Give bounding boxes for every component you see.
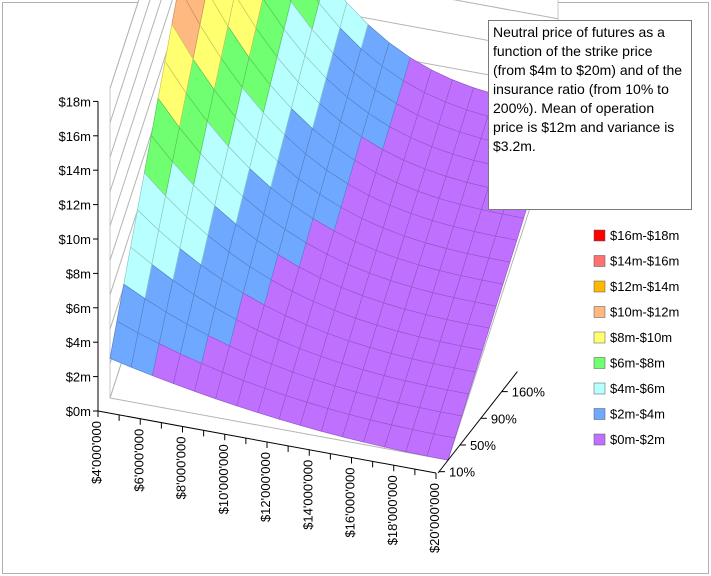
legend-item: $14m-$16m [593,254,679,269]
y-tick-label: 50% [470,438,496,453]
y-axis-line [437,371,518,474]
legend-label: $2m-$4m [610,407,665,422]
legend-item: $12m-$14m [593,279,679,294]
y-tick-label: 90% [491,411,517,426]
legend-item: $6m-$8m [593,356,665,371]
gridline [109,0,173,192]
legend-item: $4m-$6m [593,381,665,396]
y-tick-label: 10% [449,465,475,480]
annotation-box: Neutral price of futures as a function o… [488,20,692,210]
z-tick-label: $10m [58,232,91,247]
legend-label: $4m-$6m [610,381,665,396]
legend-swatch [593,357,606,369]
z-tick-label: $12m [58,198,91,213]
legend-swatch [593,306,606,318]
z-tick-label: $0m [66,404,91,419]
legend-swatch [593,433,606,446]
z-tick-label: $6m [66,301,91,316]
x-tick-label: $8'000'000 [174,437,189,500]
x-tick-label: $16'000'000 [343,468,358,538]
legend-label: $0m-$2m [610,432,665,447]
z-tick-label: $16m [58,129,91,144]
x-tick-label: $10'000'000 [216,444,231,514]
legend-item: $8m-$10m [593,330,672,345]
x-tick-label: $18'000'000 [385,475,400,545]
surface-cell [109,320,139,368]
surface-mesh-line [109,320,139,368]
z-tick-label: $8m [66,266,91,281]
gridline [109,0,196,261]
legend-swatch [593,255,606,267]
z-tick-label: $4m [66,335,91,350]
x-tick-label: $12'000'000 [258,452,273,522]
legend-swatch [593,280,606,293]
x-tick-label: $20'000'000 [427,483,442,553]
z-tick-label: $2m [66,370,91,385]
gridline [109,0,151,123]
legend-label: $12m-$14m [610,279,679,294]
x-tick-label: $4'000'000 [89,421,104,484]
legend-label: $14m-$16m [610,254,679,269]
legend-swatch [593,229,606,242]
legend-item: $0m-$2m [593,432,665,447]
legend: $16m-$18m $14m-$16m $12m-$14m $10m-$12m $8m-… [593,228,679,447]
legend-label: $10m-$12m [610,305,679,320]
chart-axes: $0m $2m $4m $6m $8m $10m $12m $14m $16m $18m $4'00… [58,94,545,553]
y-tick-label: 160% [512,385,546,400]
x-tick-label: $14'000'000 [300,460,315,530]
gridline [109,0,162,158]
legend-item: $2m-$4m [593,407,665,422]
x-tick-label: $6'000'000 [131,429,146,492]
legend-label: $8m-$10m [610,330,672,345]
legend-item: $16m-$18m [593,228,679,243]
legend-item: $10m-$12m [593,305,679,320]
z-tick-label: $14m [58,163,91,178]
legend-label: $6m-$8m [610,356,665,371]
legend-swatch [593,331,606,344]
legend-swatch [593,382,606,395]
gridline [109,0,185,227]
legend-label: $16m-$18m [610,228,679,243]
z-tick-label: $18m [58,94,91,109]
legend-swatch [593,408,606,420]
